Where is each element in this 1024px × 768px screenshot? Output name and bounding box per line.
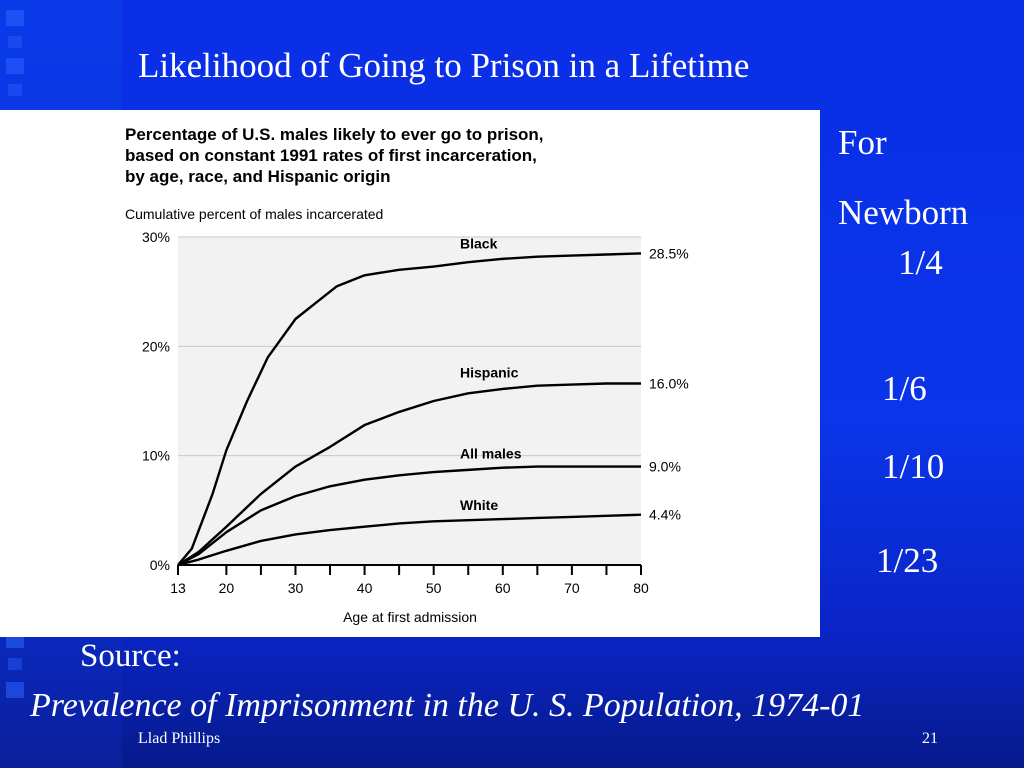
series-lines [177, 252, 642, 567]
x-axis: 13 20 30 40 50 60 70 80 [170, 564, 649, 596]
x-tick-label: 40 [357, 580, 373, 596]
y-axis-label: Cumulative percent of males incarcerated [125, 206, 383, 222]
plot-area [178, 237, 641, 565]
decor-square [6, 58, 24, 74]
x-tick-label: 50 [426, 580, 442, 596]
series-end-value-black: 28.5% [649, 245, 689, 261]
decor-square [8, 658, 22, 670]
chart-title-line: based on constant 1991 rates of first in… [125, 146, 537, 165]
slide-title: Likelihood of Going to Prison in a Lifet… [138, 46, 750, 85]
source-citation: Prevalence of Imprisonment in the U. S. … [30, 687, 865, 724]
series-name-white: White [460, 497, 498, 513]
y-tick-label: 10% [142, 448, 170, 464]
series-end-value-white: 4.4% [649, 507, 681, 523]
series-line-white [177, 513, 642, 567]
x-tick-label: 60 [495, 580, 511, 596]
decor-square [6, 10, 24, 26]
x-axis-label: Age at first admission [343, 609, 477, 625]
series-end-value-all-males: 9.0% [649, 459, 681, 475]
page-number: 21 [922, 730, 938, 747]
decor-square [6, 682, 24, 698]
side-header-line: For [838, 123, 887, 162]
chart-panel: Percentage of U.S. males likely to ever … [0, 110, 820, 637]
decor-square [8, 84, 22, 96]
source-label: Source: [80, 638, 181, 674]
decor-square [8, 36, 22, 48]
x-tick-label: 30 [288, 580, 304, 596]
chart-title-line: by age, race, and Hispanic origin [125, 167, 390, 186]
fraction-all-males: 1/10 [882, 447, 945, 486]
series-name-black: Black [460, 236, 498, 252]
series-line-all-males [177, 465, 641, 567]
series-line-hispanic [177, 382, 641, 567]
x-tick-label: 80 [633, 580, 649, 596]
series-name-hispanic: Hispanic [460, 365, 519, 381]
series-name-all-males: All males [460, 446, 522, 462]
chart-title-line: Percentage of U.S. males likely to ever … [125, 125, 544, 144]
y-tick-labels: 0% 10% 20% 30% [142, 229, 170, 573]
series-labels: Black 28.5% Hispanic 16.0% All males 9.0% Whit… [460, 236, 689, 523]
side-header: For Newborn [838, 108, 968, 248]
fraction-hispanic: 1/6 [882, 369, 927, 408]
series-end-value-hispanic: 16.0% [649, 376, 689, 392]
y-tick-label: 30% [142, 229, 170, 245]
x-tick-label: 20 [219, 580, 235, 596]
side-header-line: Newborn [838, 193, 969, 232]
y-tick-label: 0% [150, 557, 170, 573]
y-tick-label: 20% [142, 338, 170, 354]
fraction-white: 1/23 [876, 541, 939, 580]
x-tick-label: 70 [564, 580, 580, 596]
series-line-black [177, 252, 642, 566]
grid-lines [178, 236, 641, 457]
x-tick-label: 13 [170, 580, 186, 596]
fraction-black: 1/4 [898, 243, 943, 282]
footer-author: Llad Phillips [138, 730, 221, 747]
chart: Percentage of U.S. males likely to ever … [125, 125, 689, 625]
